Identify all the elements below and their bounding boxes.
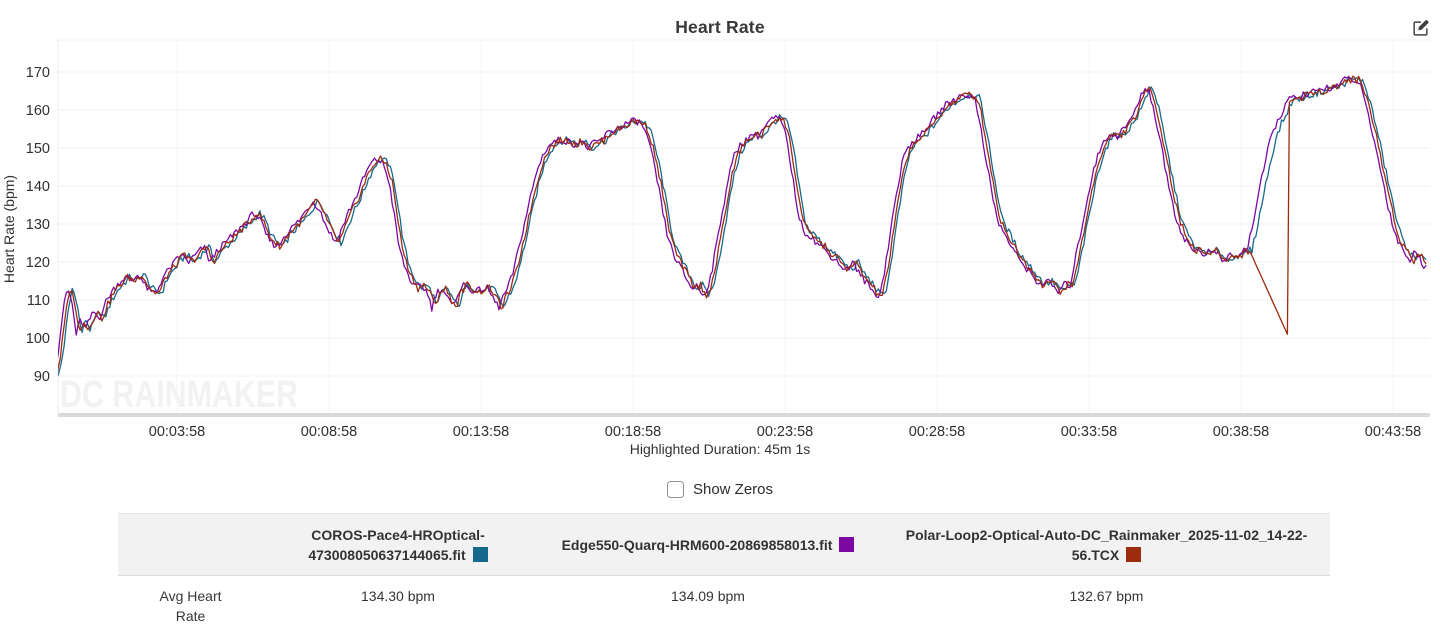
heart-rate-chart[interactable]: DC RAINMAKER 90 100 110 120 130 140 150 160 170 00… bbox=[0, 0, 1440, 440]
svg-text:00:23:58: 00:23:58 bbox=[757, 424, 813, 440]
series-name: Edge550-Quarq-HRM600-20869858013.fit bbox=[561, 536, 833, 553]
show-zeros-checkbox[interactable] bbox=[666, 481, 684, 498]
svg-text:90: 90 bbox=[34, 369, 50, 385]
show-zeros-control[interactable]: Show Zeros bbox=[0, 481, 1440, 498]
svg-text:110: 110 bbox=[27, 293, 50, 309]
pencil-square-icon bbox=[1413, 19, 1429, 36]
svg-text:DC RAINMAKER: DC RAINMAKER bbox=[60, 374, 298, 416]
legend-series-coros[interactable]: COROS-Pace4-HROptical-473008050637144065… bbox=[263, 516, 533, 574]
avg-value-coros: 134.30 bpm bbox=[361, 588, 435, 604]
legend-series-polar[interactable]: Polar-Loop2-Optical-Auto-DC_Rainmaker_20… bbox=[883, 516, 1330, 574]
avg-value-polar: 132.67 bpm bbox=[1069, 588, 1144, 604]
svg-text:120: 120 bbox=[26, 255, 50, 271]
series-color-swatch bbox=[839, 536, 855, 552]
legend-series-edge550[interactable]: Edge550-Quarq-HRM600-20869858013.fit bbox=[533, 526, 883, 564]
show-zeros-label: Show Zeros bbox=[692, 481, 774, 498]
legend-header-row: COROS-Pace4-HROptical-473008050637144065… bbox=[118, 514, 1330, 576]
chart-area: DC RAINMAKER 90 100 110 120 130 140 150 160 170 00… bbox=[0, 0, 1440, 457]
svg-text:00:33:58: 00:33:58 bbox=[1061, 424, 1117, 440]
svg-text:Heart Rate (bpm): Heart Rate (bpm) bbox=[1, 175, 17, 283]
avg-value-edge550: 134.09 bpm bbox=[671, 588, 745, 604]
svg-text:00:38:58: 00:38:58 bbox=[1213, 424, 1269, 440]
svg-text:150: 150 bbox=[26, 141, 50, 157]
svg-text:00:18:58: 00:18:58 bbox=[605, 424, 661, 440]
series-color-swatch bbox=[472, 546, 488, 562]
highlighted-duration-label: Highlighted Duration: 45m 1s bbox=[629, 441, 811, 457]
svg-text:00:43:58: 00:43:58 bbox=[1365, 424, 1421, 440]
legend-corner-cell bbox=[118, 536, 263, 554]
series-name: COROS-Pace4-HROptical-473008050637144065… bbox=[308, 526, 485, 563]
svg-text:140: 140 bbox=[26, 179, 50, 195]
svg-text:100: 100 bbox=[26, 331, 50, 347]
svg-text:130: 130 bbox=[26, 217, 50, 233]
series-color-swatch bbox=[1126, 546, 1142, 562]
chart-title: Heart Rate bbox=[675, 17, 765, 37]
series-name: Polar-Loop2-Optical-Auto-DC_Rainmaker_20… bbox=[905, 526, 1308, 563]
svg-text:00:08:58: 00:08:58 bbox=[301, 424, 357, 440]
svg-text:170: 170 bbox=[26, 65, 50, 81]
avg-heart-rate-row: Avg Heart Rate 134.30 bpm 134.09 bpm 132… bbox=[118, 576, 1330, 630]
avg-row-label: Avg Heart Rate bbox=[159, 588, 222, 624]
svg-text:00:28:58: 00:28:58 bbox=[909, 424, 965, 440]
svg-text:00:13:58: 00:13:58 bbox=[453, 424, 509, 440]
edit-icon[interactable] bbox=[1410, 18, 1432, 40]
svg-text:00:03:58: 00:03:58 bbox=[149, 424, 205, 440]
svg-text:160: 160 bbox=[26, 103, 50, 119]
legend-table: COROS-Pace4-HROptical-473008050637144065… bbox=[118, 513, 1330, 630]
